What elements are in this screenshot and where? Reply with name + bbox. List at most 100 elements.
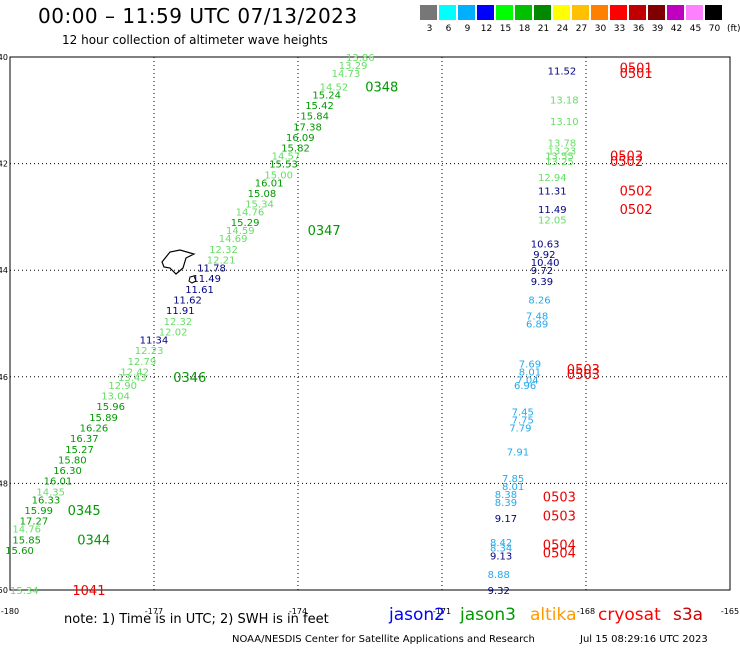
pass-time-label: 0503 bbox=[610, 150, 643, 165]
scale-swatch bbox=[610, 5, 627, 20]
wave-height-label: 7.48 bbox=[526, 312, 548, 323]
pass-time-label: 0504 bbox=[543, 547, 576, 562]
wave-height-label: 8.39 bbox=[495, 498, 517, 509]
wave-height-label: 11.49 bbox=[538, 205, 567, 216]
footer-note: note: 1) Time is in UTC; 2) SWH is in fe… bbox=[64, 612, 329, 627]
wave-height-label: 11.78 bbox=[197, 264, 226, 275]
wave-height-label: 8.42 bbox=[490, 538, 512, 549]
wave-height-label: 8.26 bbox=[528, 296, 550, 307]
scale-label: 24 bbox=[556, 24, 569, 34]
wave-height-label: 9.72 bbox=[531, 266, 553, 277]
wave-height-label: 15.89 bbox=[89, 413, 118, 424]
scale-swatch bbox=[439, 5, 456, 20]
wave-height-label: 12.21 bbox=[207, 256, 236, 267]
lat-tick-label: -48 bbox=[0, 479, 8, 488]
wave-height-label: 16.09 bbox=[286, 133, 315, 144]
wave-height-label: 17.38 bbox=[293, 122, 322, 133]
wave-height-label: 6.89 bbox=[526, 320, 548, 331]
wave-height-label: 8.01 bbox=[502, 482, 524, 493]
scale-label: 6 bbox=[445, 24, 452, 34]
wave-height-label: 11.34 bbox=[140, 335, 169, 346]
wave-height-label: 13.55 bbox=[545, 152, 574, 163]
wave-height-label: 15.82 bbox=[281, 144, 310, 155]
wave-height-label: 13.43 bbox=[118, 373, 147, 384]
wave-height-label: 13.29 bbox=[339, 61, 368, 72]
wave-height-label: 7.79 bbox=[509, 423, 531, 434]
wave-height-label: 11.62 bbox=[173, 296, 202, 307]
wave-height-label: 15.08 bbox=[248, 189, 277, 200]
pass-time-label: 0501 bbox=[620, 62, 653, 77]
pass-time-label: 0348 bbox=[365, 80, 398, 95]
lon-tick-label: -171 bbox=[433, 607, 451, 616]
pass-time-label: 0503 bbox=[543, 491, 576, 506]
scale-label: 30 bbox=[594, 24, 607, 34]
wave-height-label: 15.00 bbox=[264, 170, 293, 181]
wave-height-label: 13.18 bbox=[550, 96, 579, 107]
map-subtitle: 12 hour collection of altimeter wave hei… bbox=[62, 33, 328, 47]
scale-swatch bbox=[629, 5, 646, 20]
island-outline bbox=[161, 249, 196, 275]
wave-height-label: 15.42 bbox=[305, 101, 334, 112]
scale-swatch bbox=[572, 5, 589, 20]
wave-height-label: 17.27 bbox=[20, 517, 49, 528]
wave-height-label: 15.24 bbox=[312, 90, 341, 101]
scale-label: 9 bbox=[464, 24, 471, 34]
scale-label: 70 bbox=[708, 24, 721, 34]
wave-height-label: 16.26 bbox=[80, 423, 109, 434]
wave-height-label: 10.40 bbox=[531, 258, 560, 269]
wave-height-label: 15.96 bbox=[96, 402, 125, 413]
wave-height-label: 12.02 bbox=[159, 327, 188, 338]
wave-height-label: 7.69 bbox=[519, 359, 541, 370]
scale-swatch bbox=[705, 5, 722, 20]
wave-height-label: 8.88 bbox=[488, 570, 510, 581]
wave-height-label: 15.99 bbox=[24, 506, 53, 517]
wave-height-label: 15.80 bbox=[58, 455, 87, 466]
wave-height-label: 8.34 bbox=[490, 543, 512, 554]
wave-height-label: 13.78 bbox=[548, 138, 577, 149]
lat-tick-label: -42 bbox=[0, 160, 8, 169]
wave-height-label: 12.32 bbox=[209, 245, 238, 256]
wave-height-label: 14.76 bbox=[236, 208, 265, 219]
wave-height-label: 14.69 bbox=[219, 234, 248, 245]
scale-label: 3 bbox=[426, 24, 433, 34]
pass-time-label: 0503 bbox=[543, 509, 576, 524]
lat-tick-label: -40 bbox=[0, 53, 8, 62]
legend-jason3: jason3 bbox=[460, 605, 516, 625]
wave-height-label: 14.52 bbox=[320, 82, 349, 93]
lon-tick-label: -174 bbox=[289, 607, 307, 616]
pass-time-label: 0502 bbox=[620, 184, 653, 199]
wave-height-label: 7.75 bbox=[512, 415, 534, 426]
legend-cryosat: cryosat bbox=[598, 605, 661, 625]
scale-swatch bbox=[667, 5, 684, 20]
pass-time-label: 0345 bbox=[68, 504, 101, 519]
scale-swatch bbox=[534, 5, 551, 20]
pass-time-label: 0502 bbox=[620, 203, 653, 218]
scale-label: 45 bbox=[689, 24, 702, 34]
legend-altika: altika bbox=[530, 605, 577, 625]
wave-height-label: 12.79 bbox=[128, 357, 157, 368]
wave-height-label: 16.33 bbox=[32, 495, 61, 506]
pass-time-label: 0504 bbox=[543, 539, 576, 554]
scale-swatch bbox=[458, 5, 475, 20]
scale-label: 33 bbox=[613, 24, 626, 34]
wave-height-label: 7.04 bbox=[516, 375, 538, 386]
pass-time-label: 0503 bbox=[567, 368, 600, 383]
wave-height-label: 11.49 bbox=[192, 274, 221, 285]
wave-height-label: 15.53 bbox=[269, 160, 298, 171]
wave-height-label: 13.25 bbox=[545, 157, 574, 168]
wave-height-label: 7.91 bbox=[507, 447, 529, 458]
wave-height-label: 16.01 bbox=[255, 178, 284, 189]
wave-height-label: 16.37 bbox=[70, 434, 99, 445]
wave-height-label: 16.01 bbox=[44, 477, 73, 488]
wave-height-label: 12.94 bbox=[538, 173, 567, 184]
wave-height-label: 14.35 bbox=[36, 487, 65, 498]
pass-time-label: 0503 bbox=[567, 363, 600, 378]
scale-swatch bbox=[496, 5, 513, 20]
scale-swatch bbox=[686, 5, 703, 20]
wave-height-label: 16.30 bbox=[53, 466, 82, 477]
wave-height-label: 13.04 bbox=[101, 391, 130, 402]
legend-s3a: s3a bbox=[673, 605, 704, 625]
wave-height-label: 12.90 bbox=[108, 381, 137, 392]
scale-swatch bbox=[591, 5, 608, 20]
